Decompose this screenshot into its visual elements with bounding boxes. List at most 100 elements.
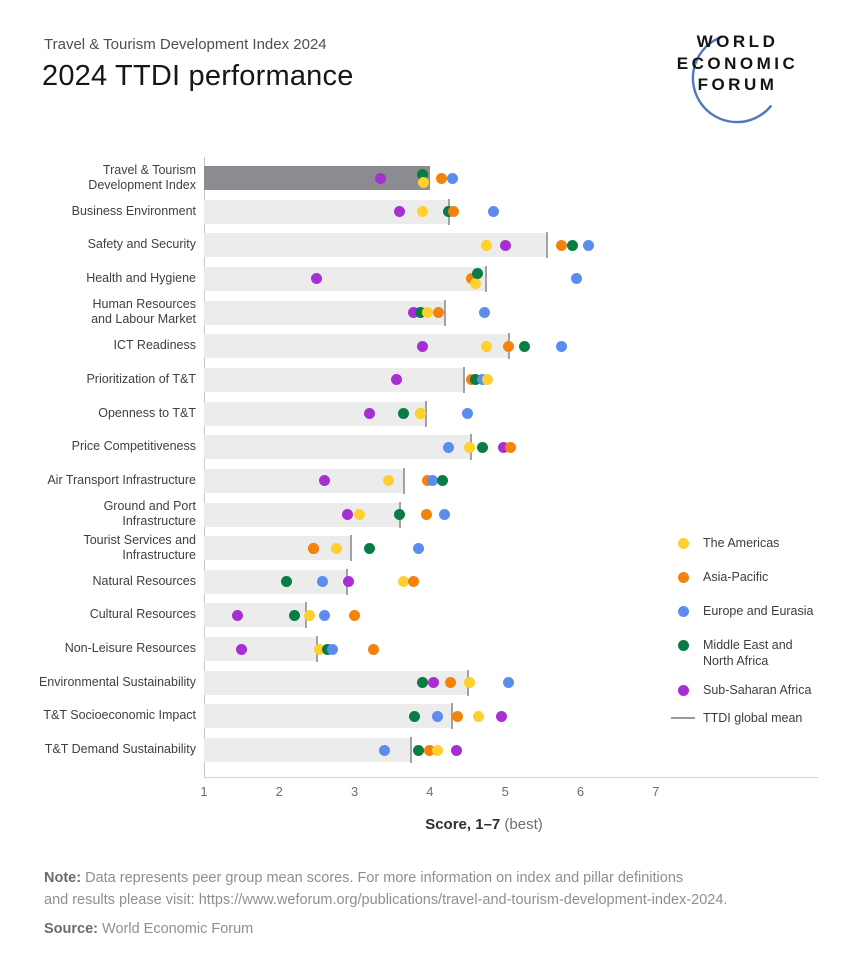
dot-ssa — [390, 374, 402, 386]
x-tick: 6 — [576, 784, 585, 799]
dot-mena — [567, 239, 579, 251]
legend-label: Middle East and North Africa — [703, 637, 793, 669]
wef-logo: WORLD ECONOMIC FORUM — [650, 31, 825, 96]
row-label: ICT Readiness — [113, 338, 196, 353]
dot-ssa — [343, 576, 355, 588]
mean-bar — [204, 536, 351, 561]
row-label: Ground and Port Infrastructure — [103, 499, 196, 528]
mean-bar — [204, 468, 404, 493]
dot-europe — [427, 475, 439, 487]
legend-swatch — [671, 605, 695, 617]
dot-asia — [445, 677, 457, 689]
dot-europe — [582, 239, 594, 251]
dot-asia — [420, 509, 432, 520]
dot-asia — [424, 744, 436, 756]
dot-mena — [409, 710, 421, 722]
dot-asia — [504, 441, 516, 453]
row-label: Travel & Tourism Development Index — [88, 162, 196, 192]
x-axis-title: Score, 1–7 (best) — [204, 816, 764, 833]
dot-mena — [469, 374, 481, 386]
x-tick: 5 — [501, 784, 509, 799]
dot-asia — [503, 340, 515, 352]
row-label: Safety and Security — [87, 237, 196, 252]
dot-americas — [469, 278, 481, 290]
dot-asia — [367, 643, 379, 655]
dot-europe — [431, 710, 443, 722]
dot-ssa — [311, 273, 323, 285]
dot-ssa — [364, 408, 376, 420]
global-mean-line — [402, 467, 405, 494]
mean-bar — [204, 738, 412, 763]
row-label: Prioritization of T&T — [86, 371, 196, 386]
mean-bar — [204, 603, 306, 628]
dot-europe — [317, 576, 329, 588]
dot-ssa — [498, 441, 510, 453]
legend-label: Europe and Eurasia — [703, 603, 814, 618]
dot-europe — [443, 441, 455, 453]
legend-label: Sub-Saharan Africa — [703, 682, 812, 697]
dot-europe — [462, 408, 474, 420]
dot-mena — [477, 441, 489, 453]
dot-europe — [379, 744, 391, 756]
dot-ssa — [232, 609, 244, 621]
dot-americas — [398, 576, 410, 588]
x-tick: 7 — [652, 784, 660, 799]
dot-americas — [354, 509, 366, 520]
dot-americas — [463, 677, 475, 689]
row-label: T&T Demand Sustainability — [44, 742, 196, 757]
legend-item-asia: Asia-Pacific — [671, 569, 768, 586]
dot-mena — [394, 509, 406, 520]
dot-europe — [439, 509, 451, 520]
dot-europe — [446, 172, 458, 184]
dot-americas — [418, 176, 430, 188]
row-label: Air Transport Infrastructure — [47, 472, 196, 487]
row-label: Openness to T&T — [98, 405, 196, 420]
legend-dot-americas — [677, 537, 689, 549]
dot-ssa — [394, 206, 406, 218]
dot-ssa — [428, 677, 440, 689]
note-line-2: and results please visit: https://www.we… — [44, 892, 728, 908]
legend-mean-line-icon — [671, 716, 695, 719]
mean-bar — [204, 300, 445, 325]
dot-europe — [503, 677, 515, 689]
dot-ssa — [318, 475, 330, 487]
legend-item-americas: The Americas — [671, 535, 779, 552]
global-mean-line — [349, 535, 352, 562]
legend-item-mena: Middle East and North Africa — [671, 637, 793, 670]
y-axis-line — [204, 157, 205, 778]
dot-europe — [556, 340, 568, 352]
mean-bar — [204, 334, 509, 359]
mean-bar — [204, 199, 449, 224]
source-label: Source: — [44, 921, 98, 937]
dot-ssa — [499, 239, 511, 251]
wef-logo-arc-icon — [691, 35, 772, 124]
x-axis-line — [204, 777, 818, 778]
legend-item-ssa: Sub-Saharan Africa — [671, 682, 811, 699]
mean-bar — [204, 401, 427, 426]
x-tick: 3 — [350, 784, 359, 799]
dot-asia — [448, 206, 460, 218]
mean-bar — [204, 502, 400, 527]
global-mean-line — [485, 265, 488, 292]
global-mean-line — [425, 400, 428, 427]
dot-americas — [331, 542, 343, 554]
wef-logo-line: WORLD — [696, 32, 779, 51]
dot-mena — [471, 268, 483, 280]
dot-americas — [303, 609, 315, 621]
dot-europe — [571, 273, 583, 285]
legend-label: The Americas — [703, 535, 780, 550]
dot-europe — [326, 643, 338, 655]
legend-dot-europe — [677, 605, 689, 617]
legend-dot-asia — [677, 571, 689, 583]
row-label: Health and Hygiene — [86, 270, 196, 285]
dot-ssa — [495, 710, 507, 722]
row-label: Cultural Resources — [89, 607, 196, 622]
dot-mena — [437, 475, 449, 487]
page-title: 2024 TTDI performance — [42, 60, 354, 92]
dot-mena — [414, 307, 426, 319]
row-label: T&T Socioeconomic Impact — [43, 708, 196, 723]
legend-dot-ssa — [677, 684, 689, 696]
row-label: Price Competitiveness — [71, 439, 196, 454]
footnote: Note: Data represents peer group mean sc… — [44, 867, 727, 940]
